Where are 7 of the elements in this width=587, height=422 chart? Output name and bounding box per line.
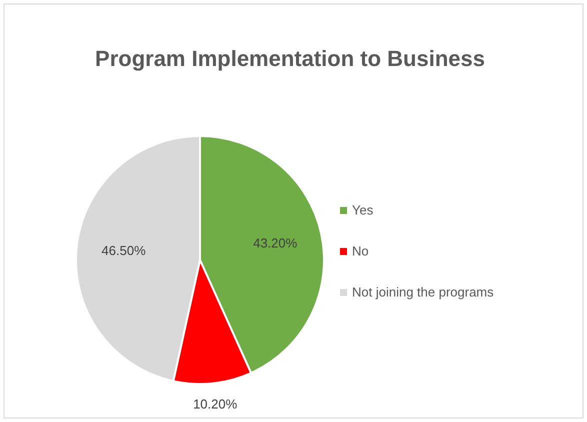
legend-label: No: [352, 243, 369, 258]
data-label: 46.50%: [102, 243, 146, 258]
chart-title: Program Implementation to Business: [95, 46, 485, 71]
legend-label: Yes: [352, 202, 374, 218]
legend-label: Not joining the programs: [352, 284, 494, 300]
data-label: 43.20%: [253, 235, 298, 250]
data-label: 10.20%: [193, 396, 238, 412]
